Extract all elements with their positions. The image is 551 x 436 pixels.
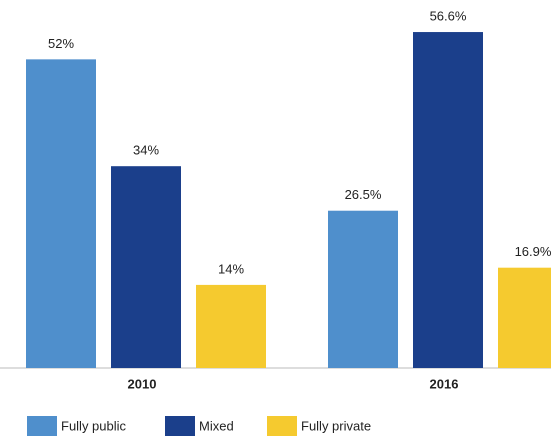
value-label: 14% (218, 261, 244, 276)
value-label: 26.5% (345, 187, 382, 202)
legend-swatch (267, 416, 297, 436)
legend-swatch (165, 416, 195, 436)
bar (26, 59, 96, 369)
value-label: 34% (133, 143, 159, 158)
value-label: 56.6% (430, 8, 467, 23)
x-tick-label: 2016 (430, 376, 459, 391)
value-label: 16.9% (515, 244, 551, 259)
legend-label: Mixed (199, 418, 234, 433)
x-tick-label: 2010 (128, 376, 157, 391)
bar (196, 284, 266, 368)
legend-label: Fully public (61, 418, 127, 433)
bar (328, 210, 398, 368)
value-label: 52% (48, 36, 74, 51)
legend-label: Fully private (301, 418, 371, 433)
bar (413, 32, 483, 369)
legend-swatch (27, 416, 57, 436)
bar (498, 267, 551, 368)
bar (111, 166, 181, 368)
